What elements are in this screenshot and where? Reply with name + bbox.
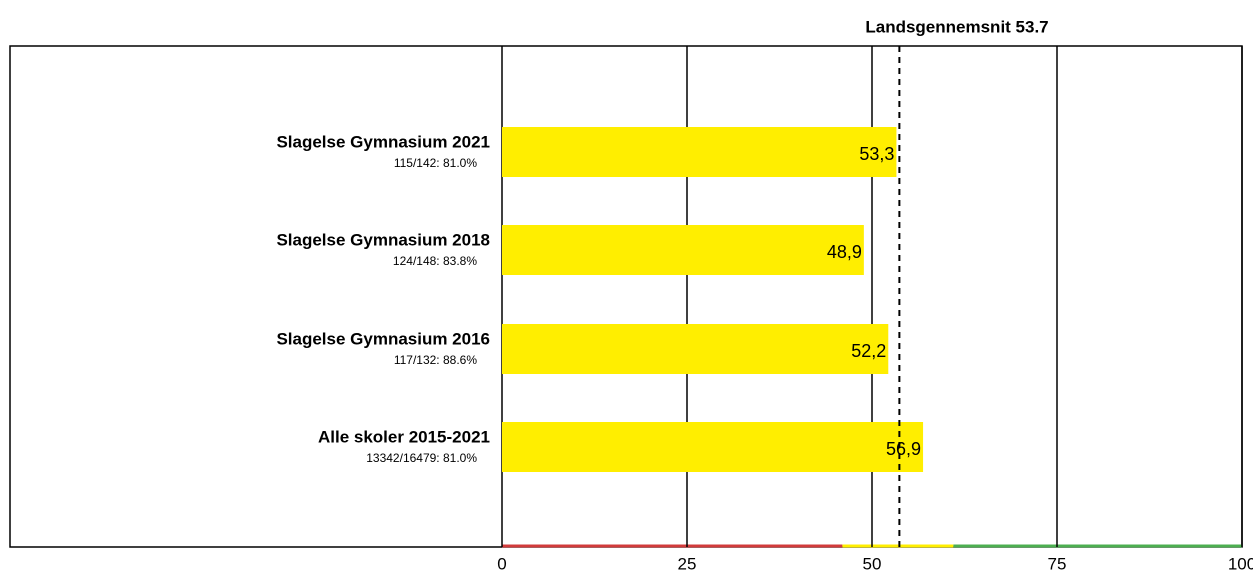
category-sublabel: 115/142: 81.0% bbox=[394, 156, 478, 170]
x-tick-label: 75 bbox=[1048, 554, 1067, 573]
category-label: Alle skoler 2015-2021 bbox=[318, 427, 490, 446]
bar bbox=[502, 422, 924, 472]
value-label: 56,9 bbox=[886, 439, 921, 459]
value-label: 53,3 bbox=[859, 144, 894, 164]
value-label: 48,9 bbox=[827, 242, 862, 262]
bar bbox=[502, 225, 864, 275]
value-label: 52,2 bbox=[851, 341, 886, 361]
bar bbox=[502, 127, 897, 177]
category-label: Slagelse Gymnasium 2018 bbox=[276, 230, 490, 249]
reference-label: Landsgennemsnit 53.7 bbox=[865, 17, 1048, 36]
category-label: Slagelse Gymnasium 2021 bbox=[276, 132, 490, 151]
x-tick-label: 0 bbox=[497, 554, 506, 573]
category-sublabel: 13342/16479: 81.0% bbox=[366, 451, 477, 465]
x-tick-label: 50 bbox=[863, 554, 882, 573]
x-tick-label: 100 bbox=[1228, 554, 1253, 573]
category-sublabel: 124/148: 83.8% bbox=[393, 254, 477, 268]
bar bbox=[502, 324, 889, 374]
category-sublabel: 117/132: 88.6% bbox=[394, 353, 478, 367]
category-label: Slagelse Gymnasium 2016 bbox=[276, 329, 490, 348]
x-tick-label: 25 bbox=[678, 554, 697, 573]
